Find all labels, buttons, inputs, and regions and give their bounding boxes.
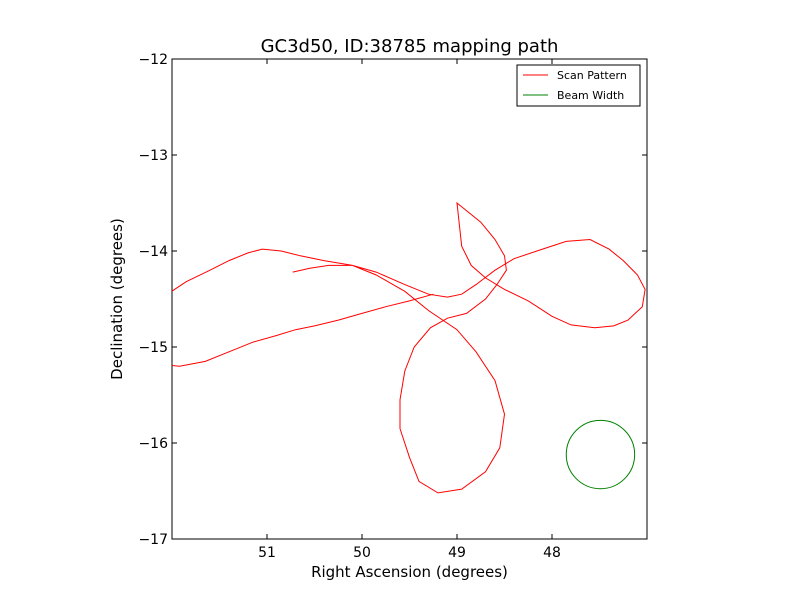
x-axis-label: Right Ascension (degrees) [311, 563, 508, 581]
legend-box [516, 64, 641, 107]
y-tick-label: −17 [138, 532, 168, 548]
y-tick-label: −15 [138, 340, 168, 356]
x-tick-label: 49 [448, 545, 466, 561]
y-tick-label: −14 [138, 244, 168, 260]
y-tick-label: −12 [138, 52, 168, 68]
legend-label-scan-pattern: Scan Pattern [557, 69, 627, 82]
x-tick-label: 48 [543, 545, 561, 561]
y-axis-label: Declination (degrees) [108, 218, 126, 380]
axis-ticks: 51 50 49 48 −12 −13 −14 −15 −16 −17 [138, 52, 647, 561]
legend-label-beam-width: Beam Width [557, 89, 624, 102]
plot-area [171, 58, 648, 540]
series-clip-group [172, 201, 646, 494]
y-tick-label: −16 [138, 436, 168, 452]
scan-pattern-line [172, 201, 646, 494]
series-layer [172, 201, 646, 494]
beam-width-circle [565, 419, 636, 490]
legend: Scan Pattern Beam Width [516, 64, 641, 107]
x-tick-label: 51 [258, 545, 276, 561]
chart-title: GC3d50, ID:38785 mapping path [261, 36, 559, 57]
x-tick-label: 50 [353, 545, 371, 561]
y-tick-label: −13 [138, 148, 168, 164]
